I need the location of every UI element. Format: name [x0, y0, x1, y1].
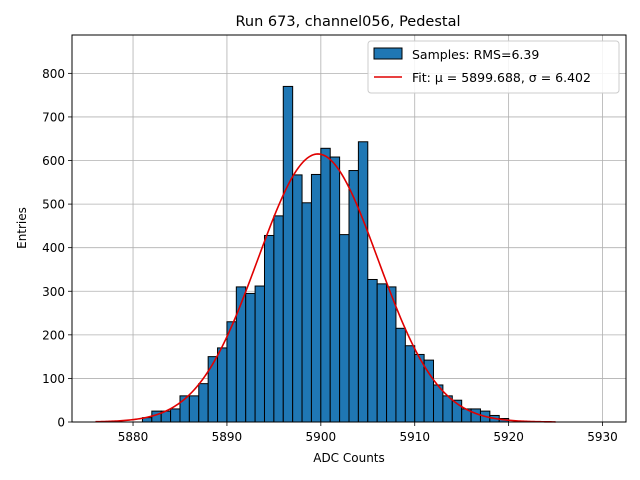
histogram-bar: [348, 170, 359, 423]
y-axis-ticks: 0 100 200 300 400 500 600 700 800: [42, 67, 72, 430]
histogram-bar: [376, 283, 388, 423]
histogram-bar: [320, 147, 331, 423]
histogram-bar: [329, 156, 341, 423]
histogram-bar: [188, 395, 200, 423]
histogram-bar: [357, 141, 369, 423]
legend: Samples: RMS=6.39 Fit: μ = 5899.688, σ =…: [367, 40, 620, 94]
fit-curve-layer: [95, 153, 556, 423]
histogram-bar: [207, 356, 219, 423]
histogram-bar: [470, 408, 481, 423]
histogram-bar: [282, 85, 294, 423]
x-axis-ticks: 5880 5890 5900 5910 5920 5930: [118, 422, 618, 444]
legend-histogram-swatch: [373, 47, 403, 60]
y-tick-label: 800: [42, 67, 65, 81]
legend-histogram-label: Samples: RMS=6.39: [412, 47, 539, 62]
legend-frame: [367, 40, 620, 94]
x-axis-label: ADC Counts: [313, 451, 385, 465]
histogram-bar: [273, 215, 284, 423]
y-tick-label: 500: [42, 198, 65, 212]
y-tick-label: 0: [57, 416, 65, 430]
histogram-bar: [254, 285, 265, 423]
histogram-bar: [198, 383, 209, 423]
histogram-bar: [245, 292, 256, 423]
chart-title: Run 673, channel056, Pedestal: [235, 14, 460, 30]
y-tick-label: 700: [42, 110, 65, 124]
histogram-bar: [263, 234, 275, 423]
x-tick-label: 5920: [493, 430, 524, 444]
x-tick-label: 5880: [118, 430, 149, 444]
legend-fit-label: Fit: μ = 5899.688, σ = 6.402: [412, 70, 591, 85]
histogram-bar: [310, 173, 322, 423]
y-tick-label: 400: [42, 241, 65, 255]
x-tick-label: 5900: [306, 430, 337, 444]
fit-curve: [95, 153, 556, 423]
y-tick-label: 200: [42, 328, 65, 342]
plot-frame: [71, 34, 627, 423]
x-tick-label: 5910: [399, 430, 430, 444]
x-tick-label: 5930: [587, 430, 618, 444]
y-tick-label: 300: [42, 285, 65, 299]
y-tick-label: 100: [42, 372, 65, 386]
histogram-bar: [404, 345, 416, 423]
x-tick-label: 5890: [212, 430, 243, 444]
histogram-bar: [217, 347, 228, 423]
histogram-bars: [141, 85, 510, 423]
histogram-bar: [170, 408, 181, 423]
y-axis-label: Entries: [15, 207, 29, 249]
histogram-bar: [367, 278, 378, 423]
histogram-bar: [292, 174, 303, 423]
histogram-bar: [235, 286, 247, 423]
histogram-bar: [226, 321, 237, 423]
y-tick-label: 600: [42, 154, 65, 168]
histogram-bar: [395, 327, 406, 423]
histogram-bar: [386, 286, 397, 423]
histogram-bar: [339, 234, 350, 423]
histogram-bar: [301, 202, 312, 423]
